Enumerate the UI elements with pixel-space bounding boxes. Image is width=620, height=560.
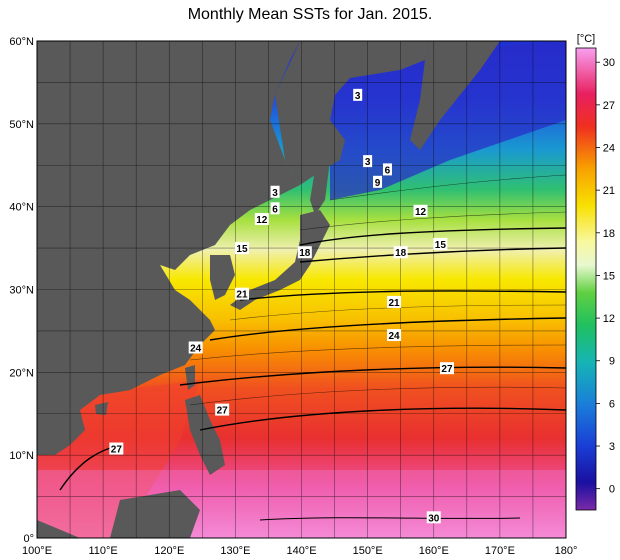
- latitude-tick-label: 30°N: [9, 285, 34, 297]
- contour-label: 6: [272, 204, 278, 215]
- contour-label-box: [270, 185, 280, 198]
- contour-label: 27: [441, 364, 453, 375]
- longitude-tick-label: 160°E: [419, 545, 449, 557]
- contour-label-box: [234, 242, 249, 255]
- longitude-tick-label: 180°: [555, 545, 578, 557]
- colorbar-tick-label: 12: [603, 313, 615, 325]
- latitude-tick-label: 60°N: [9, 36, 34, 48]
- colorbar-unit: [°C]: [577, 33, 595, 45]
- isotherm-30: [259, 517, 521, 521]
- contour-label: 21: [389, 298, 401, 309]
- colorbar-bar: [575, 47, 597, 511]
- contour-label-box: [426, 511, 441, 524]
- contour-label: 15: [236, 244, 248, 255]
- korea-peninsula: [210, 255, 235, 300]
- latitude-tick-label: 0°: [23, 533, 34, 545]
- contour-label: 3: [272, 188, 278, 199]
- contour-label-box: [382, 163, 392, 176]
- hainan-island: [95, 402, 108, 415]
- contour-label-box: [234, 287, 249, 300]
- contour-label: 18: [299, 248, 311, 259]
- contour-label: 27: [111, 445, 123, 456]
- latitude-tick-label: 40°N: [9, 202, 34, 214]
- contour-label: 18: [395, 248, 407, 259]
- contour-label: 24: [190, 343, 202, 354]
- kamchatka-siberia: [275, 41, 430, 185]
- plot-frame: [36, 40, 567, 539]
- cold-region-north: [330, 41, 566, 200]
- contour-label: 3: [365, 157, 371, 168]
- colorbar-tick-label: 9: [609, 356, 615, 368]
- japan-islands: [230, 210, 330, 310]
- colorbar-tick-label: 6: [609, 398, 615, 410]
- contour-label-box: [188, 341, 203, 354]
- map-title: Monthly Mean SSTs for Jan. 2015.: [187, 6, 433, 23]
- contour-label: 21: [236, 290, 248, 301]
- colorbar-tick-label: 24: [603, 143, 615, 155]
- isotherm-24: [179, 366, 566, 386]
- contour-label: 24: [389, 331, 401, 342]
- colorbar-tick-label: 0: [609, 484, 615, 496]
- contour-label-box: [387, 329, 402, 342]
- contour-label-box: [297, 246, 312, 259]
- colorbar-tick-label: 21: [603, 185, 615, 197]
- colorbar-tick-label: 30: [603, 57, 615, 69]
- borneo-island: [110, 490, 200, 538]
- contour-label-box: [254, 213, 269, 226]
- contour-label-box: [109, 442, 124, 455]
- contour-label-box: [413, 204, 428, 217]
- contour-label-box: [387, 295, 402, 308]
- contour-label: 12: [415, 207, 427, 218]
- latitude-tick-label: 50°N: [9, 119, 34, 131]
- longitude-axis-labels: 100°E 110°E 120°E 130°E 140°E 150°E 160°E 170°E…: [22, 545, 577, 557]
- contour-label-box: [439, 362, 454, 375]
- sumatra-java: [37, 520, 80, 538]
- longitude-tick-label: 170°E: [485, 545, 515, 557]
- isotherm-21: [209, 317, 566, 341]
- isotherm-lines: [59, 227, 566, 521]
- contour-label: 9: [375, 178, 381, 189]
- longitude-tick-label: 100°E: [22, 545, 52, 557]
- sakhalin-island: [310, 150, 330, 215]
- isotherm-27: [199, 407, 566, 431]
- contour-label: 30: [428, 513, 440, 524]
- contour-label-box: [393, 246, 408, 259]
- longitude-tick-label: 110°E: [88, 545, 117, 557]
- latitude-tick-label: 10°N: [9, 450, 34, 462]
- isotherm-6: [299, 227, 566, 246]
- contour-label-box: [270, 202, 280, 215]
- longitude-tick-label: 140°E: [286, 545, 316, 557]
- colorbar-tick-label: 27: [603, 100, 615, 112]
- longitude-tick-label: 150°E: [353, 545, 383, 557]
- latitude-tick-label: 20°N: [9, 367, 34, 379]
- kamchatka-peninsula: [410, 41, 500, 150]
- colorbar-tick-label: 3: [609, 441, 615, 453]
- colorbar-tick-label: 18: [603, 228, 615, 240]
- contour-label: 27: [217, 406, 229, 417]
- contour-label-box: [433, 237, 448, 250]
- contour-label-box: [363, 155, 373, 168]
- grid-lines: [37, 41, 566, 538]
- isotherm-12: [299, 247, 566, 263]
- latitude-axis-labels: 0° 10°N 20°N 30°N 40°N 50°N 60°N: [9, 36, 34, 545]
- isotherm-15: [239, 290, 566, 301]
- contour-label-box: [353, 88, 363, 101]
- contour-label: 6: [385, 165, 391, 176]
- contour-label-box: [215, 403, 230, 416]
- contour-label: 3: [355, 91, 361, 102]
- contour-label-box: [373, 175, 383, 188]
- longitude-tick-label: 130°E: [220, 545, 250, 557]
- contour-label: 12: [256, 215, 268, 226]
- contour-label: 15: [435, 240, 447, 251]
- longitude-tick-label: 120°E: [154, 545, 184, 557]
- colorbar-tick-label: 15: [603, 270, 615, 282]
